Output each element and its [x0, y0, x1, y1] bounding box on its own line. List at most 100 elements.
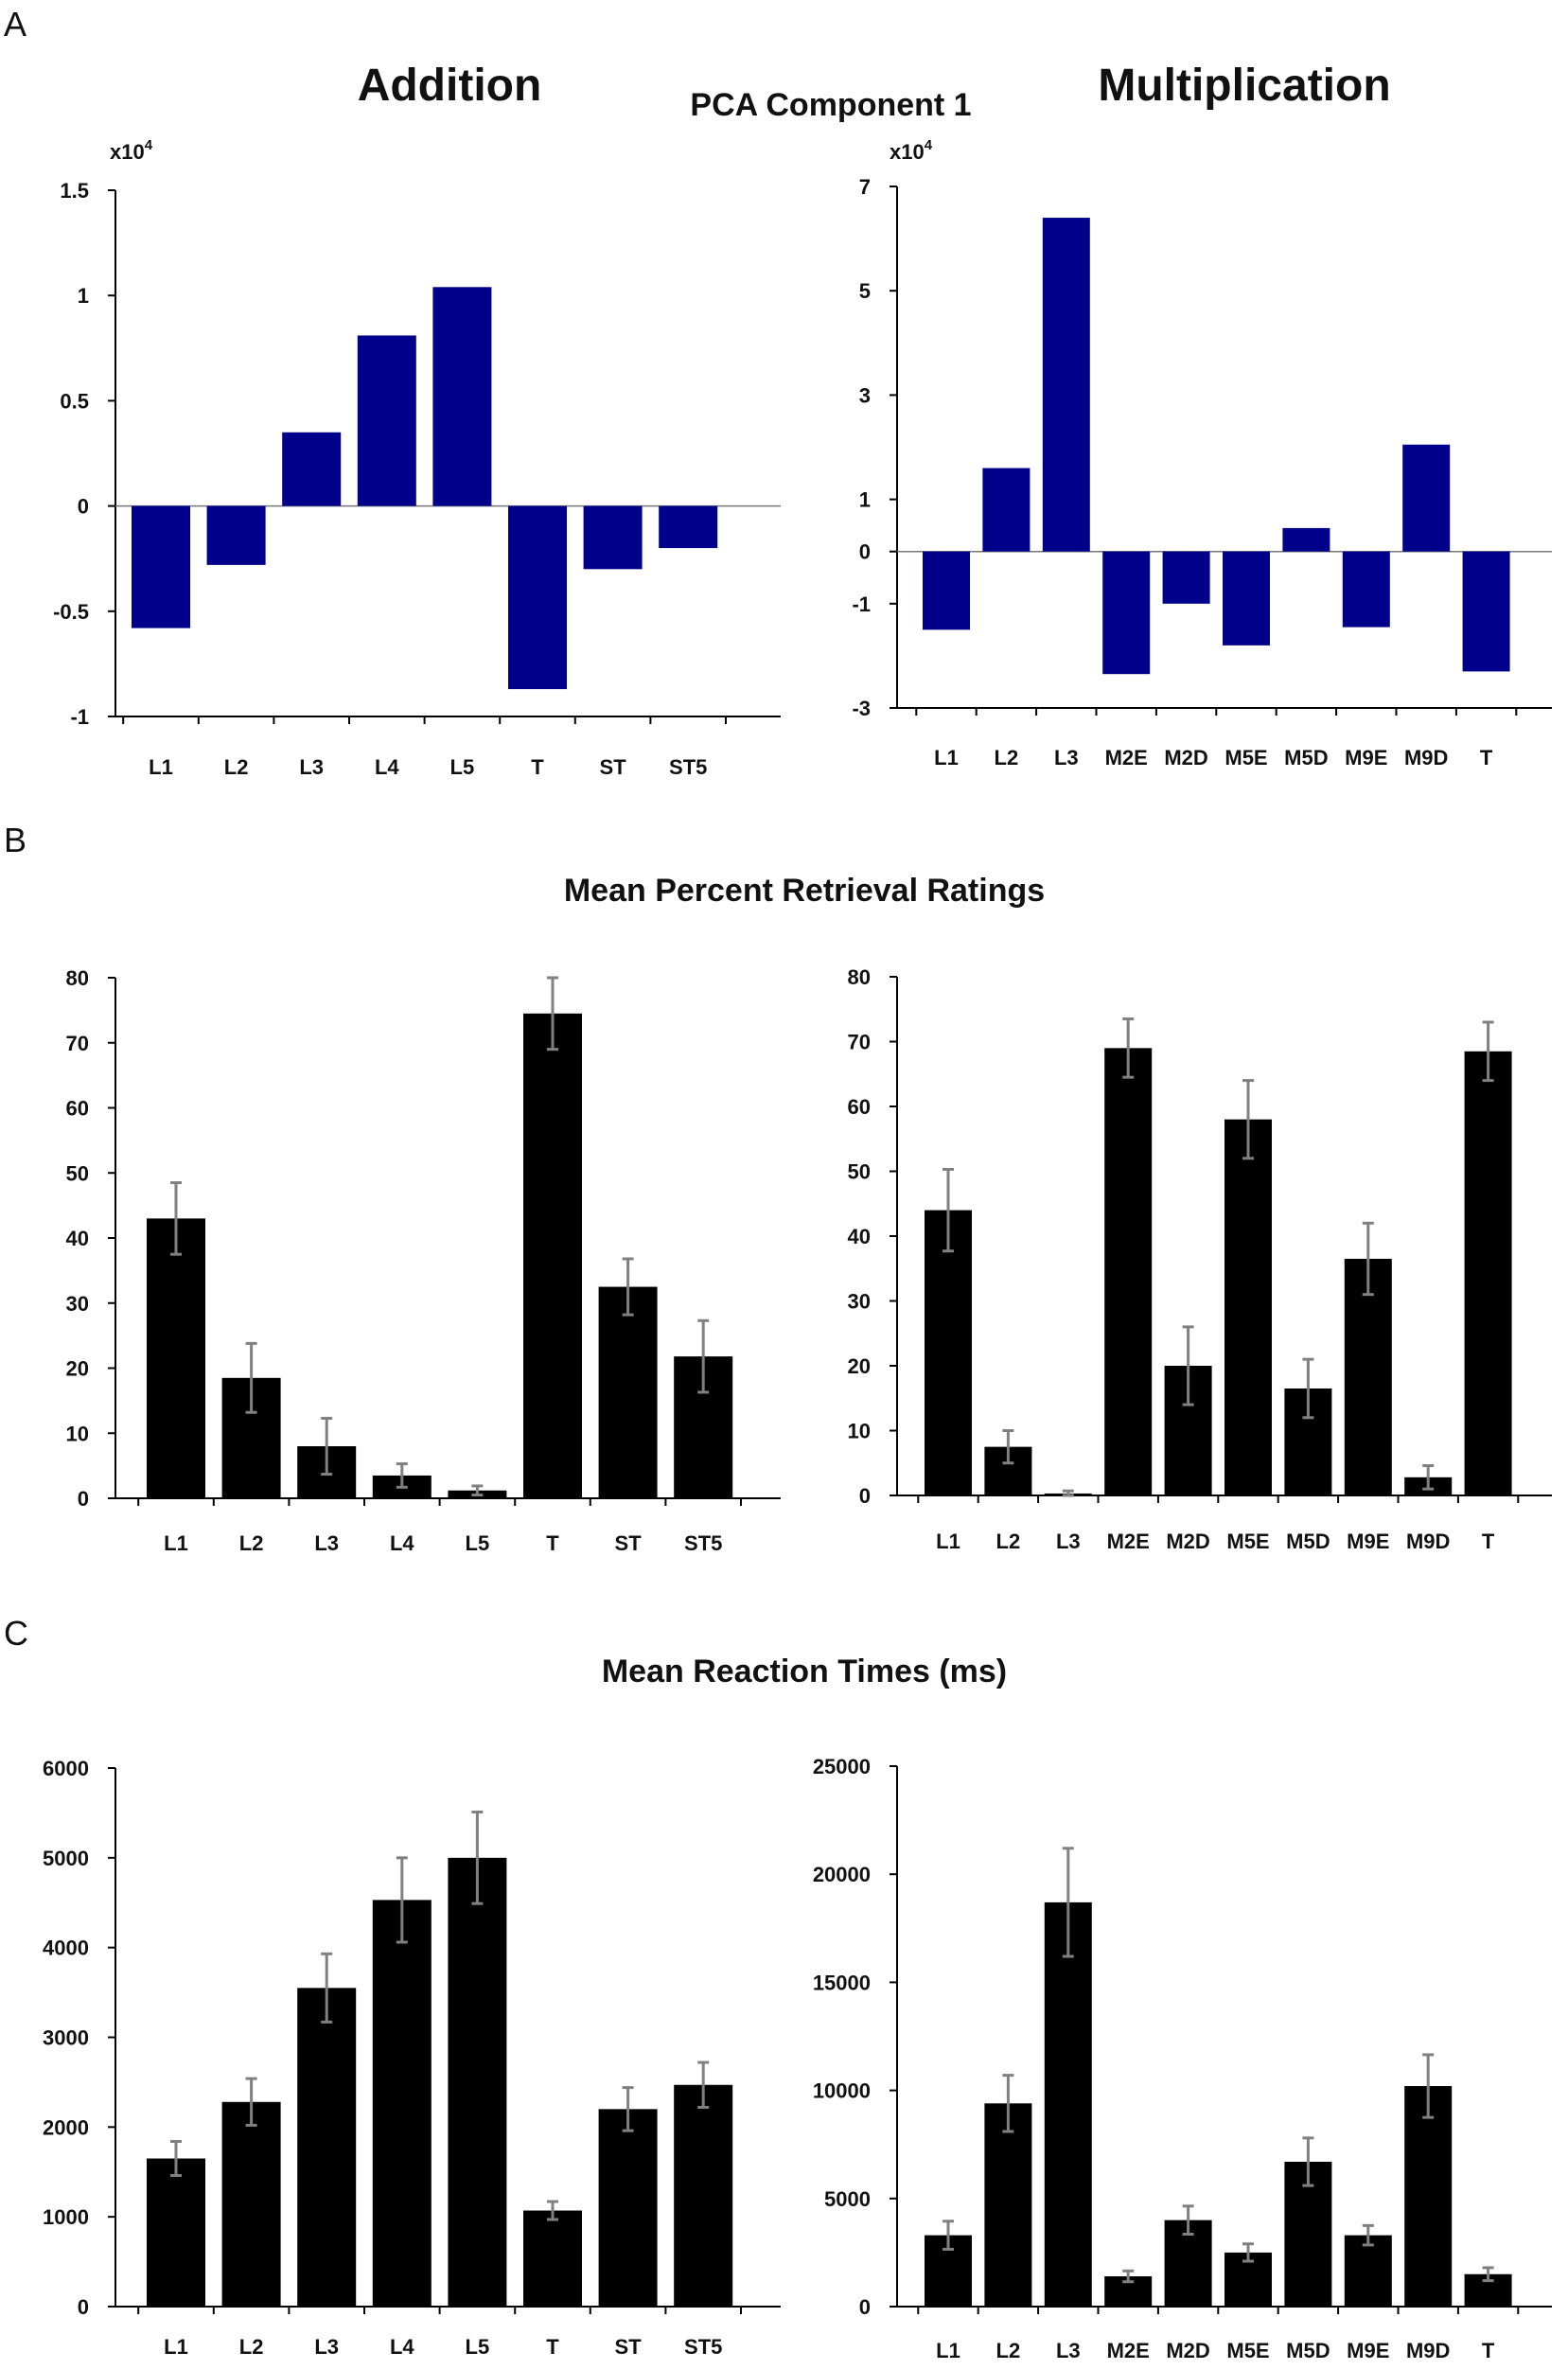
x-tick-label-l2: L2: [995, 746, 1019, 769]
bar-m2e: [1102, 551, 1151, 675]
x-tick-label-l3: L3: [1056, 1530, 1081, 1553]
x-tick-label-m5d: M5D: [1284, 746, 1328, 769]
y-tick-label: 7: [859, 175, 871, 199]
y-tick-label: 5000: [824, 2187, 871, 2211]
y-tick-label: 1: [78, 284, 89, 308]
bar-m9d: [1402, 444, 1451, 552]
y-multiplier-label: x104: [890, 137, 933, 164]
y-tick-label: 80: [848, 965, 871, 989]
x-tick-label-m2d: M2D: [1166, 2339, 1209, 2362]
x-tick-label-l2: L2: [996, 2339, 1021, 2362]
x-tick-label-l5: L5: [466, 2335, 490, 2359]
y-tick-label: 50: [848, 1160, 871, 1184]
x-tick-label-l1: L1: [164, 1531, 188, 1555]
x-tick-label-l2: L2: [224, 755, 249, 779]
x-tick-label-st: ST: [615, 1531, 643, 1555]
x-tick-label-l1: L1: [164, 2335, 188, 2359]
x-tick-label-l4: L4: [390, 2335, 414, 2359]
y-tick-label: 0: [78, 2295, 89, 2319]
y-tick-label: 3000: [43, 2026, 89, 2050]
x-tick-label-l2: L2: [239, 1531, 264, 1555]
bar-m2e: [1104, 1048, 1153, 1495]
y-tick-label: 2000: [43, 2115, 89, 2139]
y-tick-label: 80: [66, 966, 89, 990]
bar-l1: [923, 551, 970, 630]
y-tick-label: 10000: [813, 2079, 871, 2103]
x-tick-label-t: T: [1482, 1530, 1495, 1553]
y-tick-label: 0: [78, 1487, 89, 1511]
x-tick-label-m2d: M2D: [1164, 746, 1207, 769]
x-tick-label-st: ST: [600, 755, 627, 779]
x-tick-label-st: ST: [615, 2335, 643, 2359]
panel-letter-a: A: [4, 5, 26, 44]
bar-m9e: [1344, 2235, 1392, 2307]
bar-m2d: [1162, 551, 1210, 604]
x-tick-label-m5d: M5D: [1286, 2339, 1330, 2362]
y-tick-label: 0.5: [60, 389, 89, 413]
y-tick-label: 20: [66, 1357, 89, 1381]
y-tick-label: 1: [859, 488, 871, 512]
x-tick-label-l3: L3: [314, 2335, 339, 2359]
y-tick-label: 30: [848, 1290, 871, 1314]
bar-t: [508, 505, 567, 690]
y-tick-label: 20000: [813, 1863, 871, 1886]
pca-component-title: PCA Component 1: [690, 87, 971, 123]
multiplication-title: Multiplication: [1098, 61, 1390, 111]
x-tick-label-l3: L3: [1056, 2339, 1081, 2362]
addition-title: Addition: [358, 61, 542, 111]
x-tick-label-m9d: M9D: [1406, 2339, 1450, 2362]
x-tick-label-l3: L3: [1054, 746, 1079, 769]
y-tick-label: 5000: [43, 1847, 89, 1870]
bar-l1: [925, 1210, 972, 1495]
y-tick-label: 30: [66, 1292, 89, 1316]
chart-addition-reaction-times: 6000 5000 4000 3000 2000 1000 0 L1 L2 L3 L4 L5 T ST ST…: [43, 1757, 781, 2359]
y-tick-label: 25000: [813, 1755, 871, 1778]
y-multiplier-label: x104: [110, 137, 153, 164]
y-tick-label: 60: [66, 1097, 89, 1121]
x-tick-label-t: T: [546, 2335, 559, 2359]
x-tick-label-l1: L1: [936, 2339, 960, 2362]
bar-l1: [132, 505, 190, 628]
bar-l3: [1044, 1901, 1092, 2307]
chart-multiplication-reaction-times: 25000 20000 15000 10000 5000 0 L1 L2 L3 M2E M2D M5E…: [813, 1755, 1552, 2362]
x-tick-label-l2: L2: [996, 1530, 1021, 1553]
bar-st5: [659, 505, 718, 549]
bar-st: [598, 2109, 658, 2307]
x-tick-label-m9d: M9D: [1404, 746, 1448, 769]
y-tick-label: 40: [66, 1227, 89, 1250]
panel-letter-c: C: [4, 1614, 28, 1653]
y-tick-label: 10: [66, 1422, 89, 1445]
x-tick-label-l3: L3: [314, 1531, 339, 1555]
x-tick-label-l4: L4: [375, 755, 399, 779]
bar-t: [1462, 551, 1510, 672]
bar-l1: [147, 1218, 205, 1498]
y-tick-label: 70: [848, 1031, 871, 1054]
x-tick-label-st5: ST5: [684, 1531, 722, 1555]
y-tick-label: 0: [78, 495, 89, 519]
x-tick-label-m5d: M5D: [1286, 1530, 1330, 1553]
x-tick-label-m5e: M5E: [1226, 1530, 1269, 1553]
x-tick-label-m9d: M9D: [1406, 1530, 1450, 1553]
bar-l3: [1042, 218, 1090, 552]
x-tick-label-t: T: [1482, 2339, 1495, 2362]
bar-l5: [448, 1857, 507, 2307]
y-tick-label: 10: [848, 1420, 871, 1443]
bar-m9e: [1344, 1258, 1392, 1495]
reaction-times-title: Mean Reaction Times (ms): [602, 1654, 1007, 1689]
bar-t: [1464, 1051, 1512, 1495]
x-tick-label-t: T: [1480, 746, 1493, 769]
y-tick-label: 0: [859, 540, 871, 564]
bar-l3: [297, 1988, 357, 2307]
x-tick-label-l1: L1: [936, 1530, 960, 1553]
bar-l5: [432, 287, 492, 506]
bar-l2: [982, 468, 1031, 552]
x-tick-label-l2: L2: [239, 2335, 264, 2359]
y-tick-label: 60: [848, 1095, 871, 1119]
y-tick-label: 0: [859, 1484, 871, 1508]
x-tick-label-l1: L1: [149, 755, 173, 779]
bar-l4: [372, 1900, 432, 2307]
bar-l3: [282, 432, 342, 506]
bar-m5e: [1224, 1119, 1272, 1495]
y-tick-label: 0: [859, 2295, 871, 2319]
